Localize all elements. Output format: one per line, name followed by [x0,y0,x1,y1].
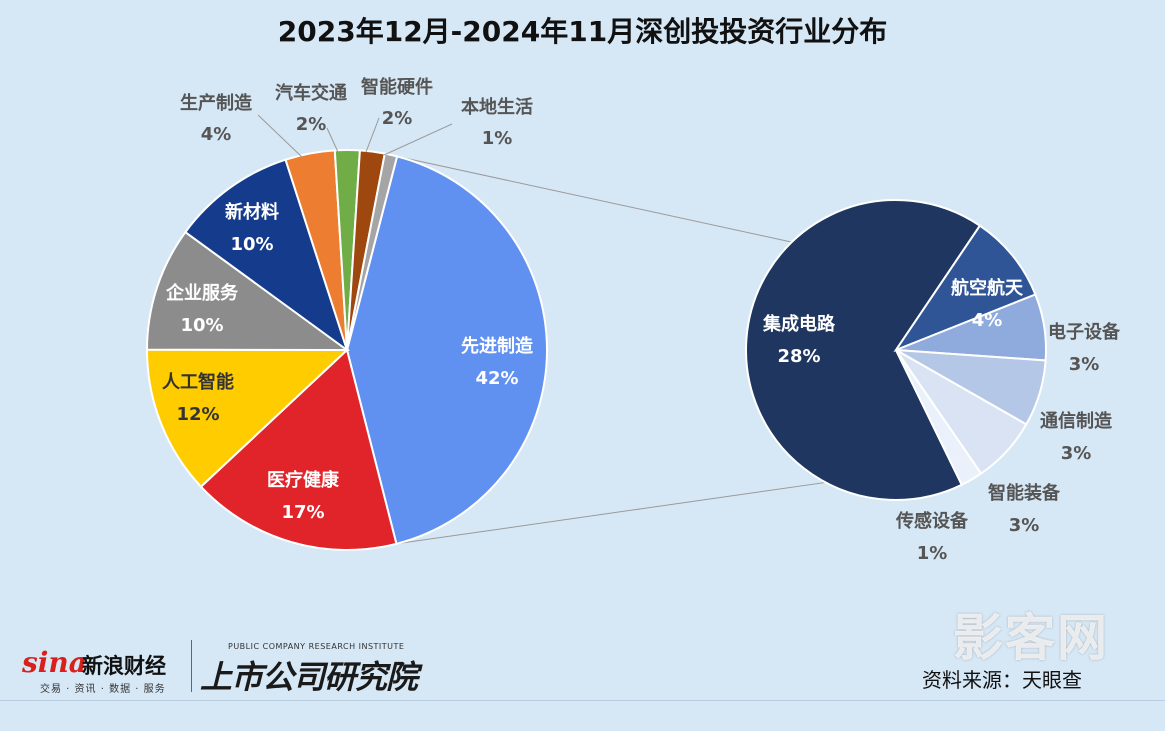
sub-slice-value-label: 3% [1009,515,1040,536]
sub-slice-name-label: 通信制造 [1040,410,1112,432]
main-slice-value-label: 17% [281,502,324,523]
main-pie-slice-1 [199,348,398,551]
main-slice-name-label: 汽车交通 [275,82,347,104]
main-slice-name-label: 人工智能 [162,371,234,393]
sub-slice-name-label: 智能装备 [988,482,1061,504]
connector-line-bottom [396,481,826,545]
slice-labels: 先进制造 42% 医疗健康 17% 人工智能 12% 企业服务 10% 新材料 10% 生产制造 4%… [162,76,1121,564]
sina-finance-logo: sina 新浪财经 交易 · 资讯 · 数据 · 服务 [22,646,192,696]
sub-slice-name-label: 航空航天 [951,277,1024,299]
main-slice-name-label: 智能硬件 [361,76,433,98]
sub-pie [745,199,1047,501]
sub-slice-name-label: 传感设备 [895,510,969,532]
institute-chinese-name: 上市公司研究院 [200,658,418,696]
institute-logo: PUBLIC COMPANY RESEARCH INSTITUTE 上市公司研究… [200,640,430,696]
main-slice-value-label: 4% [201,124,232,145]
main-slice-value-label: 42% [475,368,518,389]
main-slice-value-label: 10% [230,234,273,255]
main-slice-name-label: 本地生活 [461,96,533,118]
connector-line-top [396,155,792,243]
sub-pie-slice-0 [745,199,982,501]
leader-line [326,127,339,153]
sub-slice-name-label: 集成电路 [762,313,836,335]
sub-slice-value-label: 4% [972,310,1003,331]
main-pie-slice-2 [145,348,350,489]
sub-slice-value-label: 28% [777,346,820,367]
main-pie-slice-4 [184,158,349,353]
main-slice-value-label: 2% [296,114,327,135]
main-pie-slice-8 [346,152,399,351]
sub-slice-value-label: 1% [917,543,948,564]
main-slice-value-label: 1% [482,128,513,149]
data-source: 资料来源：天眼查 [922,668,1082,692]
main-slice-value-label: 10% [180,315,223,336]
sub-pie-slice-1 [893,224,1037,353]
main-slice-name-label: 新材料 [225,201,279,223]
main-pie-slice-3 [145,230,351,352]
main-slice-name-label: 生产制造 [180,92,252,114]
leader-line [365,117,380,153]
main-pie-slice-0 [345,155,548,546]
sub-slice-value-label: 3% [1069,354,1100,375]
watermark: 影客网 [953,609,1109,667]
chart-title: 2023年12月-2024年11月深创投投资行业分布 [277,15,888,48]
sub-slice-value-label: 3% [1061,443,1092,464]
institute-english-name: PUBLIC COMPANY RESEARCH INSTITUTE [228,642,405,651]
sina-logo-subtitle: 交易 · 资讯 · 数据 · 服务 [40,684,166,695]
sina-logo-mark: sina [22,646,87,679]
main-slice-value-label: 12% [176,404,219,425]
sub-pie-slice-5 [895,349,983,487]
main-slice-value-label: 2% [382,108,413,129]
bar-of-pie-chart: 先进制造 42% 医疗健康 17% 人工智能 12% 企业服务 10% 新材料 10% 生产制造 4%… [145,76,1121,564]
footer-band [0,700,1165,731]
leader-line [383,123,453,156]
main-slice-name-label: 企业服务 [165,282,239,304]
leader-line [257,114,304,159]
sub-slice-name-label: 电子设备 [1048,321,1121,343]
pie-connectors [396,155,826,545]
main-slice-name-label: 先进制造 [461,335,533,357]
logo-divider [191,640,192,692]
sina-logo-name: 新浪财经 [82,654,166,678]
main-slice-name-label: 医疗健康 [267,469,340,491]
main-pie [145,149,548,551]
